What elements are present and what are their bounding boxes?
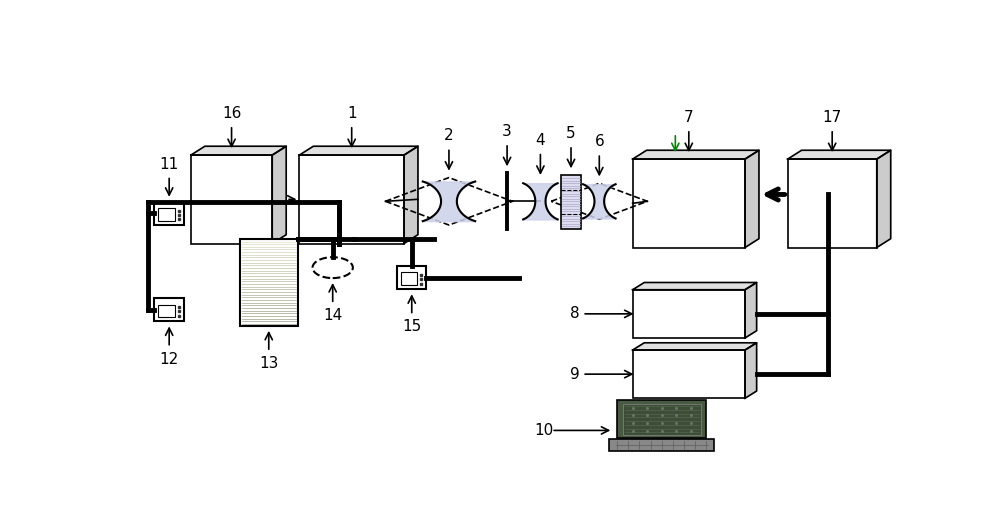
Bar xyxy=(158,208,175,221)
Text: 16: 16 xyxy=(222,106,241,121)
Polygon shape xyxy=(633,343,757,350)
Bar xyxy=(788,159,877,247)
Bar xyxy=(633,159,745,247)
Text: 7: 7 xyxy=(684,110,694,125)
Bar xyxy=(623,404,701,435)
Polygon shape xyxy=(633,282,757,290)
Polygon shape xyxy=(745,150,759,247)
Text: 15: 15 xyxy=(402,319,421,335)
Polygon shape xyxy=(272,146,286,243)
Polygon shape xyxy=(633,150,759,159)
Polygon shape xyxy=(877,150,891,247)
Circle shape xyxy=(313,257,353,278)
Bar xyxy=(154,201,184,225)
Text: 6: 6 xyxy=(594,134,604,149)
Polygon shape xyxy=(745,343,757,398)
Bar xyxy=(401,272,417,286)
Bar xyxy=(240,240,298,326)
Text: 2: 2 xyxy=(444,128,454,144)
Bar xyxy=(191,155,272,243)
Text: 14: 14 xyxy=(323,308,342,323)
Polygon shape xyxy=(299,146,418,155)
Bar xyxy=(633,290,745,338)
Bar xyxy=(617,400,706,438)
Polygon shape xyxy=(404,146,418,243)
Text: 9: 9 xyxy=(570,366,579,382)
Text: 12: 12 xyxy=(160,352,179,366)
Bar xyxy=(154,298,184,322)
Text: 17: 17 xyxy=(823,110,842,125)
Text: 3: 3 xyxy=(502,124,512,139)
Polygon shape xyxy=(745,282,757,338)
Bar xyxy=(561,175,581,230)
Text: 5: 5 xyxy=(566,126,576,141)
Text: 1: 1 xyxy=(347,106,356,121)
Bar xyxy=(299,155,404,243)
Text: 10: 10 xyxy=(534,423,553,438)
Text: 13: 13 xyxy=(259,356,278,371)
Bar xyxy=(158,305,175,317)
Text: 11: 11 xyxy=(160,157,179,172)
Bar xyxy=(609,439,714,450)
Polygon shape xyxy=(788,150,891,159)
Bar xyxy=(397,266,426,289)
Text: 8: 8 xyxy=(570,306,579,322)
Bar xyxy=(633,350,745,398)
Text: 4: 4 xyxy=(536,133,545,148)
Polygon shape xyxy=(191,146,286,155)
